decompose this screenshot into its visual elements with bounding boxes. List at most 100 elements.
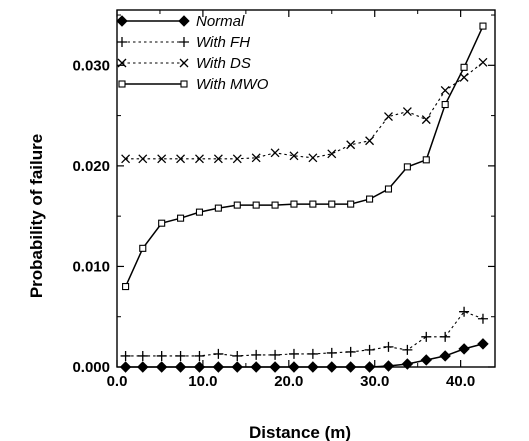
point-with-fh xyxy=(459,306,470,317)
series-with-mwo xyxy=(122,22,487,291)
point-with-ds xyxy=(138,154,148,164)
point-with-fh xyxy=(440,331,451,342)
point-with-fh xyxy=(156,350,167,361)
point-with-ds xyxy=(308,153,318,163)
x-tick-label: 20.0 xyxy=(274,373,303,390)
point-with-ds xyxy=(213,154,223,164)
point-normal xyxy=(212,361,225,373)
point-with-fh xyxy=(288,348,299,359)
y-axis-ticks: 0.000 0.010 0.020 0.030 xyxy=(72,14,495,376)
series-layer xyxy=(119,22,489,373)
point-with-mwo xyxy=(366,195,374,203)
legend-marker-with-mwo xyxy=(118,80,126,88)
point-with-mwo xyxy=(252,201,260,209)
legend: Normal With FH With DS With MWO xyxy=(116,13,269,93)
y-axis-title: Probability of failure xyxy=(27,134,46,298)
point-with-fh xyxy=(232,350,243,361)
point-with-ds xyxy=(478,57,488,67)
point-with-mwo xyxy=(214,204,222,212)
point-with-ds xyxy=(251,153,261,163)
point-with-ds xyxy=(195,154,204,164)
point-with-ds xyxy=(402,107,412,117)
point-with-fh xyxy=(421,331,432,342)
point-with-ds xyxy=(157,154,167,164)
point-with-mwo xyxy=(290,200,298,208)
point-with-mwo xyxy=(479,22,487,30)
point-normal xyxy=(269,361,281,373)
point-with-mwo xyxy=(422,156,430,164)
point-normal xyxy=(231,361,243,373)
point-with-mwo xyxy=(460,63,468,71)
point-normal xyxy=(420,354,432,366)
point-with-mwo xyxy=(403,163,411,171)
legend-label-with-ds: With DS xyxy=(196,55,251,72)
point-with-fh xyxy=(345,346,356,357)
point-normal xyxy=(382,360,395,372)
point-normal xyxy=(250,361,262,373)
y-tick-label: 0.000 xyxy=(72,359,110,376)
x-tick-label: 0.0 xyxy=(107,373,128,390)
point-normal xyxy=(137,361,149,373)
point-normal xyxy=(155,361,168,373)
point-with-fh xyxy=(120,350,131,361)
point-with-mwo xyxy=(309,200,317,208)
point-normal xyxy=(307,361,319,373)
series-line-with-ds xyxy=(125,61,484,160)
point-with-fh xyxy=(402,344,413,355)
legend-marker-normal xyxy=(116,15,128,27)
point-with-fh xyxy=(326,347,337,358)
point-with-fh xyxy=(270,349,281,360)
x-tick-label: 40.0 xyxy=(446,373,475,390)
point-with-ds xyxy=(440,85,450,95)
point-normal xyxy=(326,361,338,373)
point-with-mwo xyxy=(271,201,279,209)
point-with-mwo xyxy=(158,219,166,227)
legend-marker-with-fh xyxy=(117,37,127,47)
x-axis-title: Distance (m) xyxy=(249,423,351,441)
point-normal xyxy=(477,338,489,350)
point-with-fh xyxy=(137,350,148,361)
legend-label-with-mwo: With MWO xyxy=(196,76,269,93)
point-with-fh xyxy=(251,349,262,360)
point-with-ds xyxy=(327,149,337,159)
point-normal xyxy=(174,361,187,373)
point-with-mwo xyxy=(233,201,241,209)
point-with-fh xyxy=(383,341,394,352)
x-tick-label: 30.0 xyxy=(360,373,389,390)
point-with-ds xyxy=(459,72,469,82)
legend-marker-with-ds xyxy=(117,58,127,68)
x-tick-label: 10.0 xyxy=(188,373,217,390)
point-with-ds xyxy=(176,154,186,164)
point-with-ds xyxy=(121,154,131,164)
legend-label-normal: Normal xyxy=(196,13,245,30)
point-with-mwo xyxy=(328,200,336,208)
y-tick-label: 0.030 xyxy=(72,57,110,74)
point-with-ds xyxy=(270,148,280,158)
point-with-mwo xyxy=(177,214,185,222)
y-tick-label: 0.010 xyxy=(72,258,110,275)
point-with-fh xyxy=(364,344,375,355)
point-with-ds xyxy=(365,136,375,146)
point-with-ds xyxy=(346,140,356,150)
point-with-fh xyxy=(194,350,205,361)
point-normal xyxy=(458,343,470,355)
legend-marker-normal xyxy=(178,15,190,27)
legend-marker-with-mwo xyxy=(180,80,188,88)
point-normal xyxy=(119,361,132,373)
point-with-fh xyxy=(307,348,318,359)
point-normal xyxy=(363,361,376,373)
point-with-fh xyxy=(477,313,488,324)
point-normal xyxy=(439,350,451,362)
legend-marker-with-fh xyxy=(179,37,189,47)
x-axis-ticks: 0.0 10.0 20.0 30.0 40.0 xyxy=(107,10,475,390)
point-with-mwo xyxy=(195,208,204,216)
point-with-fh xyxy=(175,350,186,361)
point-with-mwo xyxy=(441,100,449,109)
point-normal xyxy=(401,358,414,370)
point-with-mwo xyxy=(139,244,147,252)
series-with-fh xyxy=(120,306,488,361)
point-with-fh xyxy=(213,348,224,359)
series-with-ds xyxy=(121,57,488,164)
point-with-ds xyxy=(384,112,393,122)
y-tick-label: 0.020 xyxy=(72,158,110,175)
